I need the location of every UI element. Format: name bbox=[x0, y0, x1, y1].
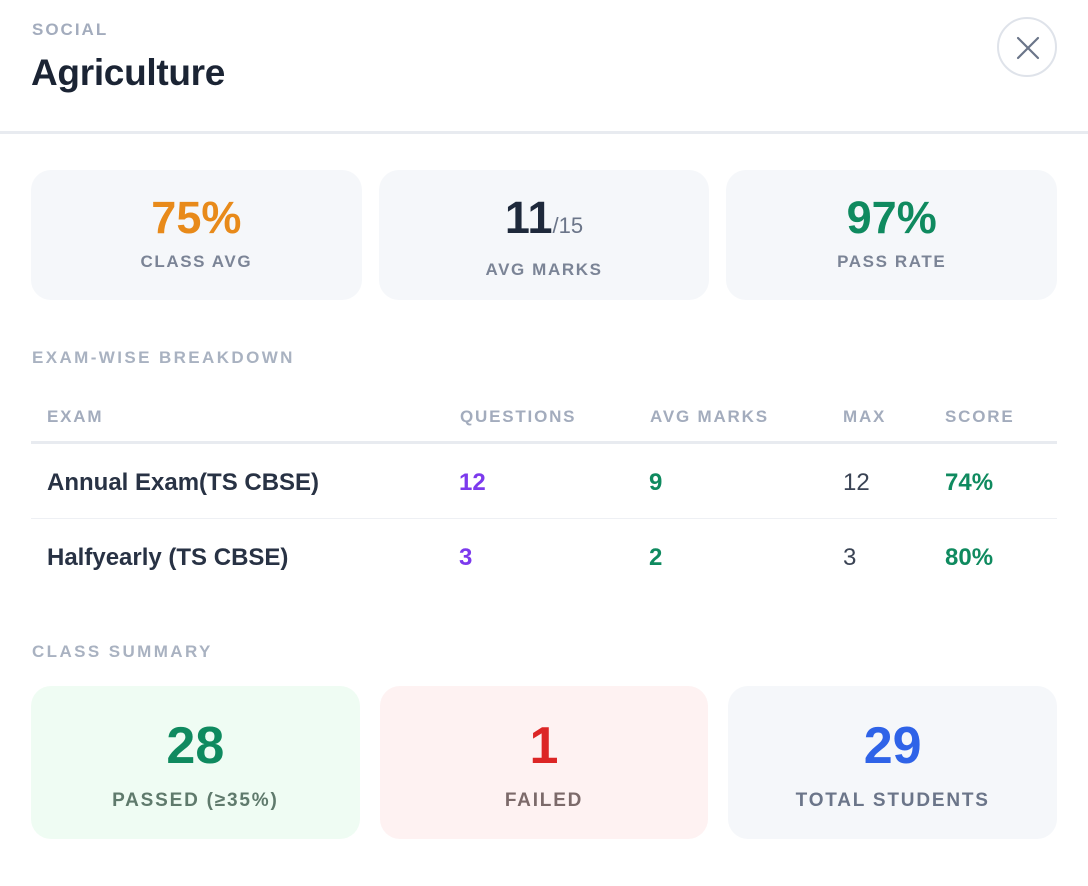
stat-cards: 75% CLASS AVG 11/15 AVG MARKS 97% PASS R… bbox=[31, 170, 1058, 300]
avg-marks: 2 bbox=[649, 544, 663, 571]
breakdown-table: EXAM QUESTIONS AVG MARKS MAX SCORE Annua… bbox=[31, 392, 1057, 594]
modal-header: SOCIAL Agriculture bbox=[0, 0, 1088, 134]
table-row: Annual Exam(TS CBSE) 12 9 12 74% bbox=[31, 444, 1057, 519]
col-exam: EXAM bbox=[47, 407, 104, 426]
max-marks: 12 bbox=[843, 469, 870, 496]
failed-count: 1 bbox=[529, 717, 559, 775]
passed-label: PASSED (≥35%) bbox=[112, 790, 279, 811]
class-avg-value: 75% bbox=[151, 192, 242, 243]
close-button[interactable] bbox=[997, 17, 1057, 77]
table-header: EXAM QUESTIONS AVG MARKS MAX SCORE bbox=[31, 392, 1057, 444]
total-count: 29 bbox=[863, 717, 922, 775]
breakdown-section-label: EXAM-WISE BREAKDOWN bbox=[32, 348, 295, 367]
col-max: MAX bbox=[843, 407, 887, 426]
exam-name: Annual Exam(TS CBSE) bbox=[47, 469, 320, 496]
score: 80% bbox=[945, 544, 994, 571]
failed-label: FAILED bbox=[504, 790, 584, 811]
page-title: Agriculture bbox=[31, 52, 226, 93]
col-score: SCORE bbox=[945, 407, 1015, 426]
max-marks: 3 bbox=[843, 544, 857, 571]
col-avg-marks: AVG MARKS bbox=[650, 407, 769, 426]
passed-card: 28 PASSED (≥35%) bbox=[31, 686, 360, 839]
pass-rate-value: 97% bbox=[846, 192, 937, 243]
avg-marks-value-wrap: 11/15 bbox=[379, 170, 710, 252]
total-label: TOTAL STUDENTS bbox=[795, 790, 990, 811]
failed-card: 1 FAILED bbox=[379, 686, 709, 839]
pass-rate-card: 97% PASS RATE bbox=[726, 170, 1058, 300]
summary-section-label: CLASS SUMMARY bbox=[32, 642, 213, 661]
score: 74% bbox=[945, 469, 994, 496]
total-card: 29 TOTAL STUDENTS bbox=[728, 686, 1058, 839]
avg-marks: 9 bbox=[649, 469, 663, 496]
class-avg-label: CLASS AVG bbox=[140, 252, 253, 271]
pass-rate-label: PASS RATE bbox=[837, 252, 947, 271]
questions-count: 12 bbox=[459, 469, 486, 496]
avg-marks-out-of: /15 bbox=[552, 213, 584, 238]
exam-name: Halfyearly (TS CBSE) bbox=[47, 544, 289, 571]
avg-marks-card: 11/15 AVG MARKS bbox=[378, 170, 710, 300]
class-avg-card: 75% CLASS AVG bbox=[31, 170, 362, 300]
passed-count: 28 bbox=[166, 717, 225, 775]
table-row: Halfyearly (TS CBSE) 3 2 3 80% bbox=[31, 519, 1057, 594]
summary-cards: 28 PASSED (≥35%) 1 FAILED 29 TOTAL STUDE… bbox=[31, 686, 1058, 839]
close-icon bbox=[1016, 36, 1040, 60]
avg-marks-value: 11 bbox=[504, 192, 553, 243]
col-questions: QUESTIONS bbox=[460, 407, 577, 426]
questions-count: 3 bbox=[459, 544, 473, 571]
avg-marks-label: AVG MARKS bbox=[485, 260, 603, 279]
subject-label: SOCIAL bbox=[32, 20, 109, 39]
